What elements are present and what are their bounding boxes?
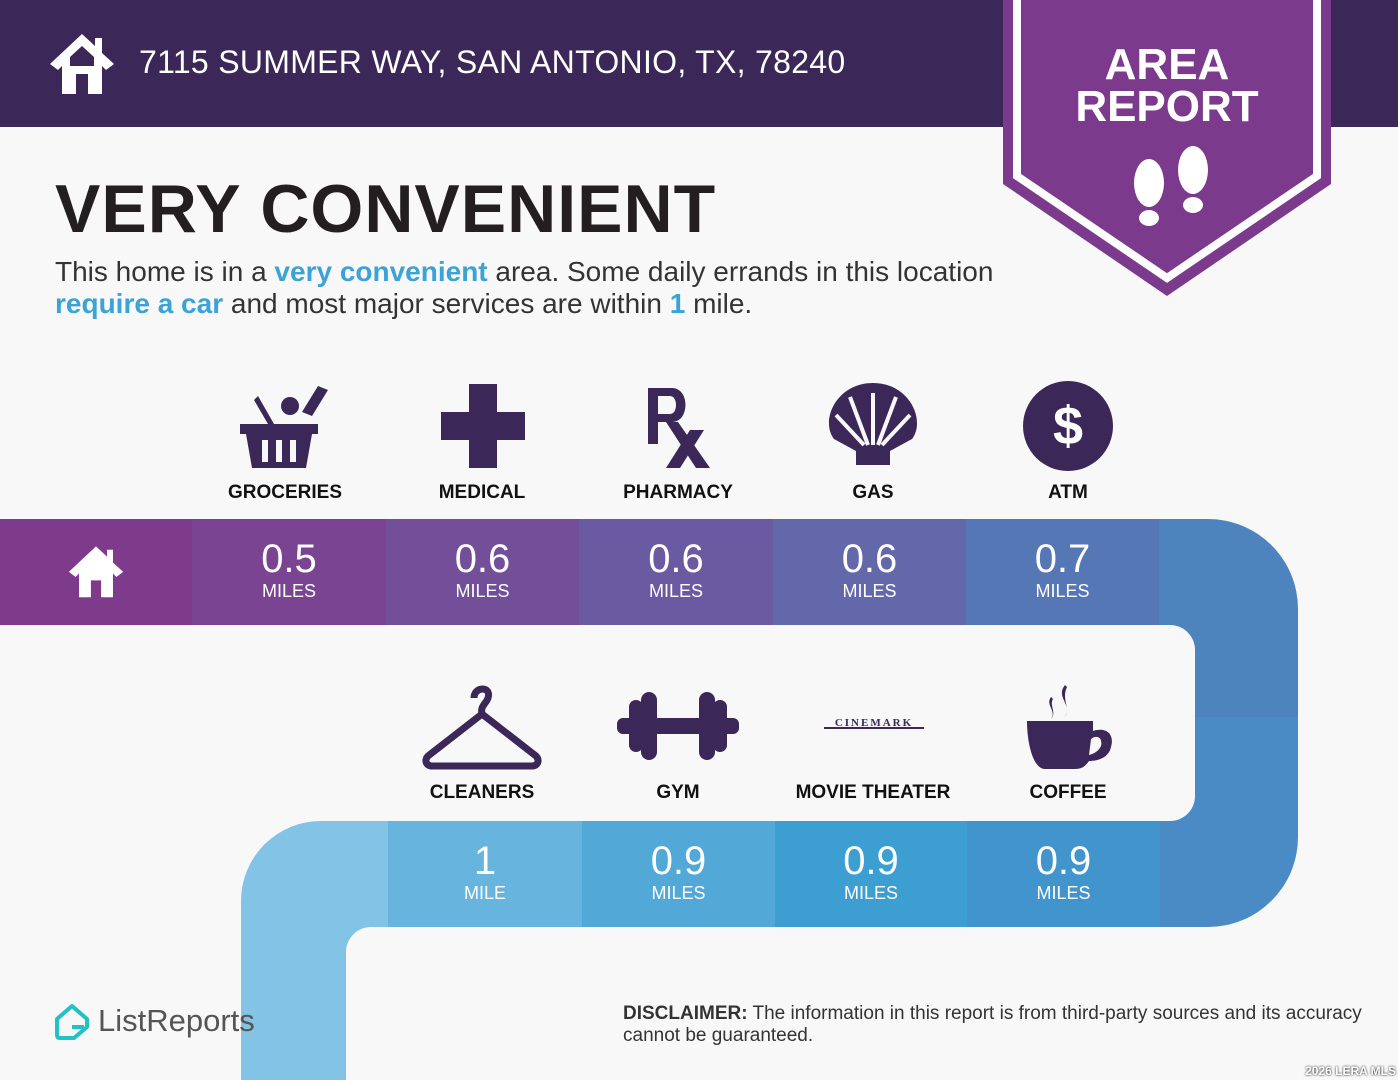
badge-line1: AREA [1104,40,1230,89]
label-medical: MEDICAL [438,482,526,503]
badge-line2: REPORT [1075,82,1259,131]
path-gap [0,625,1195,821]
dollar-icon: $ [1023,381,1113,471]
listreports-logo: ListReports [98,1003,255,1038]
distance-value: 0.9 [650,839,707,883]
distance-unit: MILES [1035,581,1090,601]
label-groceries: GROCERIES [227,482,343,503]
distance-value: 0.7 [1034,537,1091,581]
disclaimer-text: The information in this report is from t… [623,1003,1362,1046]
footprints-icon [1134,146,1208,226]
distance-unit: MILE [463,883,506,903]
home-cell [0,519,192,625]
hanger-icon [422,685,542,770]
label-gym: GYM [656,782,700,803]
home-icon [68,546,124,598]
desc-text: area. Some daily errands in this locatio… [487,256,994,287]
distance-value: 0.6 [454,537,511,581]
label-pharmacy: PHARMACY [623,482,733,503]
medical-cross-icon [441,384,525,468]
listreports-logo-icon [55,1004,89,1040]
distance-value: 0.9 [1035,839,1092,883]
desc-highlight: very convenient [274,256,488,287]
desc-highlight: 1 [669,288,686,319]
rx-icon [648,388,710,468]
distance-cell-groceries: 0.5 MILES [192,519,386,625]
distance-unit: MILES [843,883,899,903]
distance-unit: MILES [842,581,897,601]
distance-cell-medical: 0.6 MILES [386,519,579,625]
home-icon [50,34,114,94]
copyright: 2026 LERA MLS [1305,1064,1396,1078]
label-gas: GAS [852,482,894,503]
path-gap [346,927,1398,1080]
coffee-cup-icon [1027,685,1112,769]
distance-cell-gym: 0.9 MILES [582,821,775,927]
distance-cell-cleaners: 1 MILE [388,821,582,927]
distance-cell-gas: 0.6 MILES [773,519,966,625]
label-atm: ATM [1048,482,1088,503]
distance-value: 0.6 [648,537,704,581]
distance-value: 1 [473,839,497,883]
area-report-badge [1003,0,1331,296]
distance-cell-coffee: 0.9 MILES [967,821,1160,927]
distance-cell-atm: 0.7 MILES [966,519,1159,625]
disclaimer: DISCLAIMER: The information in this repo… [623,1003,1363,1047]
distance-value: 0.9 [843,839,899,883]
distance-unit: MILES [1036,883,1091,903]
grocery-basket-icon [240,386,328,468]
desc-text: This home is in a [55,256,275,287]
desc-highlight: require a car [55,288,224,319]
shell-icon [828,383,918,465]
distance-value: 0.5 [261,537,317,581]
label-coffee: COFFEE [1029,782,1107,803]
distance-unit: MILES [455,581,510,601]
desc-text: and most major services are within [223,288,670,319]
description: This home is in a very convenient area. … [55,256,1015,320]
distance-unit: MILES [648,581,704,601]
distance-value: 0.6 [841,537,898,581]
svg-text:CINEMARK: CINEMARK [835,717,913,729]
cinemark-logo: CINEMARK [824,717,924,729]
distance-cell-pharmacy: 0.6 MILES [579,519,773,625]
label-movie-theater: MOVIE THEATER [795,782,951,803]
label-cleaners: CLEANERS [429,782,535,803]
distance-unit: MILES [651,883,706,903]
property-address: 7115 SUMMER WAY, SAN ANTONIO, TX, 78240 [139,44,846,80]
distance-unit: MILES [261,581,317,601]
svg-text:$: $ [1053,396,1083,456]
disclaimer-label: DISCLAIMER: [623,1003,748,1024]
page-title: VERY CONVENIENT [55,171,717,247]
desc-text: mile. [685,288,753,319]
dumbbell-icon [617,692,739,760]
distance-cell-movie-theater: 0.9 MILES [775,821,967,927]
